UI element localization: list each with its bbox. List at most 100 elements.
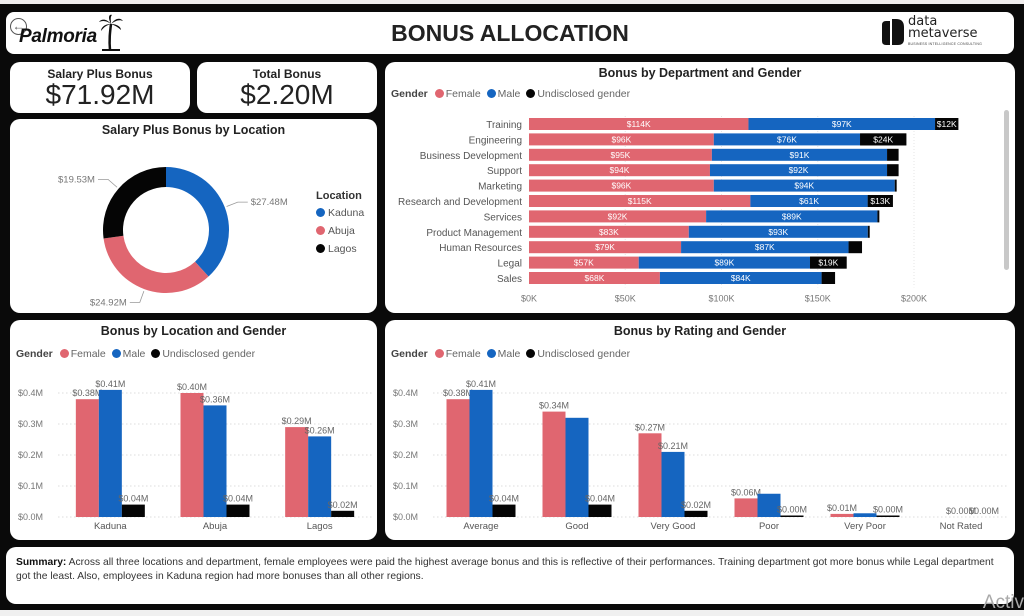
y-tick-label: $0.0M <box>393 512 418 522</box>
bar-undisclosed-gender <box>121 504 145 517</box>
bar-data-label: $0.04M <box>489 494 519 504</box>
y-tick-label: $0.3M <box>393 419 418 429</box>
palm-tree-icon <box>99 14 123 51</box>
bar-undisclosed-gender <box>331 510 355 517</box>
kpi-salary-plus-bonus: Salary Plus Bonus $71.92M <box>10 62 190 113</box>
legend-item-undisclosed[interactable]: Undisclosed gender <box>526 88 630 100</box>
bar-data-label: $0.00M <box>873 505 903 515</box>
back-arrow-icon[interactable]: ← <box>10 18 27 35</box>
bar-undisclosed-gender <box>876 515 900 517</box>
bar-data-label: $57K <box>574 258 594 268</box>
kpi-value: $2.20M <box>240 79 334 110</box>
data-metaverse-tagline: BUSINESS INTELLIGENCE CONSULTING <box>908 42 983 46</box>
bar-data-label: $0.01M <box>827 503 857 513</box>
bar-male <box>565 417 589 517</box>
y-tick-label: $0.2M <box>18 450 43 460</box>
bar-data-label: $0.34M <box>539 401 569 411</box>
panel-title: Bonus by Location and Gender <box>100 324 287 338</box>
wordmark-line-1: data <box>908 14 938 29</box>
y-category-label: Services <box>484 212 522 223</box>
legend-item-lagos[interactable]: Lagos <box>316 243 364 255</box>
bar-data-label: $94K <box>610 165 630 175</box>
panel-bonus-by-department: Bonus by Department and Gender Gender Fe… <box>385 62 1015 313</box>
summary-box: Summary: Across all three locations and … <box>6 547 1014 604</box>
legend-dot-icon <box>59 349 69 358</box>
legend-dot-icon <box>486 349 496 358</box>
bar-data-label: $0.04M <box>585 494 615 504</box>
panel-salary-by-location: Salary Plus Bonus by Location $27.48M $24… <box>10 119 377 313</box>
legend-label: Female <box>445 348 481 360</box>
bar-data-label: $0.04M <box>118 494 148 504</box>
gender-legend: Gender Female Male Undisclosed gender <box>16 348 258 360</box>
bar-data-label: $0.04M <box>223 494 253 504</box>
bar-data-label: $79K <box>595 242 615 252</box>
legend-item-female[interactable]: Female <box>434 348 481 360</box>
vertical-scrollbar[interactable] <box>1004 110 1009 270</box>
x-category-label: Abuja <box>203 521 228 532</box>
bar-female <box>446 399 470 517</box>
legend-item-abuja[interactable]: Abuja <box>316 225 364 237</box>
bar-female <box>529 118 749 130</box>
legend-item-male[interactable]: Male <box>486 88 520 100</box>
bar-male <box>681 241 849 254</box>
legend-item-undisclosed[interactable]: Undisclosed gender <box>526 348 630 360</box>
bar-data-label: $12K <box>937 119 957 129</box>
legend-label: Undisclosed gender <box>537 348 631 360</box>
legend-title: Location <box>316 190 362 202</box>
gender-legend: Gender Female Male Undisclosed gender <box>391 88 633 100</box>
palmoria-logo: Palmoria <box>19 26 97 47</box>
x-category-label: Kaduna <box>94 521 127 532</box>
bar-data-label: $19K <box>818 258 838 268</box>
bar-data-label: $0.38M <box>443 388 473 398</box>
legend-item-kaduna[interactable]: Kaduna <box>316 207 364 219</box>
location-legend: Location Kaduna Abuja Lagos <box>316 190 364 261</box>
x-tick-label: $150K <box>805 293 831 303</box>
bar-female <box>529 195 751 207</box>
y-tick-label: $0.1M <box>18 481 43 491</box>
wordmark-line-2: metaverse <box>908 26 978 41</box>
bar-undisclosed-gender <box>588 504 612 517</box>
bar-male <box>757 493 781 517</box>
bar-data-label: $92K <box>608 211 628 221</box>
y-category-label: Business Development <box>420 151 522 162</box>
legend-dot-icon <box>434 349 444 358</box>
bar-data-label: $0.02M <box>681 500 711 510</box>
bar-male <box>706 210 878 223</box>
x-category-label: Very Good <box>651 521 696 532</box>
bar-label-bg <box>935 118 959 130</box>
legend-label: Undisclosed gender <box>162 348 256 360</box>
legend-item-female[interactable]: Female <box>434 88 481 100</box>
bar-male <box>638 256 811 269</box>
bar-undisclosed-gender <box>684 510 708 517</box>
x-category-label: Poor <box>759 521 779 532</box>
y-category-label: Marketing <box>478 182 522 193</box>
legend-item-undisclosed[interactable]: Undisclosed gender <box>151 348 255 360</box>
bar-data-label: $61K <box>799 196 819 206</box>
donut-leader-line <box>97 178 118 188</box>
department-bar-chart: $0K $50K $100K $150K $200K Training $114K $97K $… <box>398 116 959 303</box>
legend-item-male[interactable]: Male <box>486 348 520 360</box>
activation-watermark: Activ <box>982 592 1024 613</box>
bar-data-label: $0.00M <box>946 506 976 516</box>
bar-male <box>713 179 895 192</box>
bar-data-label: $97K <box>832 119 852 129</box>
legend-title: Gender <box>391 88 428 100</box>
donut-data-label: $24.92M <box>90 297 127 308</box>
bar-data-label: $0.41M <box>95 379 125 389</box>
bar-female <box>542 411 566 517</box>
legend-dot-icon <box>111 349 121 358</box>
summary-label: Summary: <box>16 557 67 568</box>
y-category-label: Research and Development <box>398 197 522 208</box>
bar-male <box>688 225 868 238</box>
bar-data-label: $96K <box>611 134 631 144</box>
legend-item-female[interactable]: Female <box>59 348 106 360</box>
bar-data-label: $95K <box>611 150 631 160</box>
donut-chart: $27.48M $24.92M $19.53M <box>58 167 288 308</box>
gender-legend: Gender Female Male Undisclosed gender <box>391 348 633 360</box>
legend-item-male[interactable]: Male <box>111 348 145 360</box>
bar-data-label: $84K <box>731 273 751 283</box>
y-tick-label: $0.4M <box>18 388 43 398</box>
bar-label-bg <box>867 195 893 207</box>
bar-female <box>830 513 854 517</box>
bar-data-label: $0.00M <box>777 505 807 515</box>
